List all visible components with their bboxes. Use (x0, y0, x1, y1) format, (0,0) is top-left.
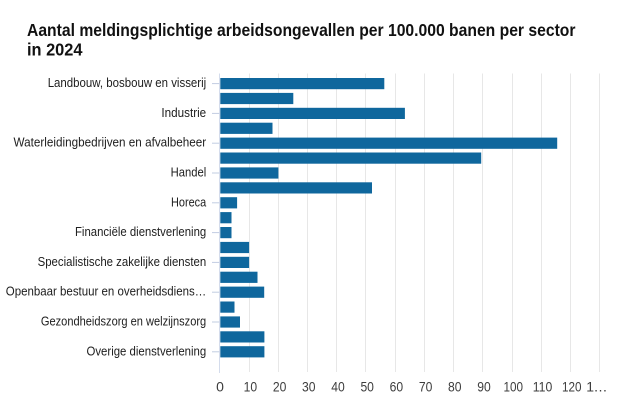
svg-text:110: 110 (533, 378, 553, 394)
svg-text:50: 50 (360, 378, 374, 394)
svg-text:60: 60 (390, 378, 404, 394)
svg-text:Aantal meldingsplichtige arbei: Aantal meldingsplichtige arbeidsongevall… (27, 20, 576, 40)
svg-text:70: 70 (419, 378, 433, 394)
svg-text:Waterleidingbedrijven en afval: Waterleidingbedrijven en afvalbeheer (14, 135, 207, 150)
svg-text:90: 90 (477, 378, 491, 394)
svg-text:1: 1 (586, 378, 594, 394)
svg-text:80: 80 (448, 378, 462, 394)
svg-text:Handel: Handel (171, 165, 207, 180)
svg-text:10: 10 (244, 378, 258, 394)
svg-text:120: 120 (562, 378, 582, 394)
svg-text:Financiële dienstverlening: Financiële dienstverlening (75, 224, 206, 239)
svg-text:Horeca: Horeca (171, 194, 207, 209)
svg-text:40: 40 (331, 378, 345, 394)
svg-text:…: … (594, 378, 608, 394)
svg-text:Landbouw, bosbouw en visserij: Landbouw, bosbouw en visserij (48, 75, 207, 90)
svg-text:0: 0 (216, 378, 224, 394)
svg-text:Overige dienstverlening: Overige dienstverlening (87, 343, 207, 358)
svg-text:Openbaar bestuur en overheidsd: Openbaar bestuur en overheidsdiens… (6, 284, 206, 299)
svg-text:30: 30 (302, 378, 316, 394)
svg-text:Industrie: Industrie (161, 105, 206, 120)
svg-text:Specialistische zakelijke dien: Specialistische zakelijke diensten (38, 254, 207, 269)
svg-text:in 2024: in 2024 (27, 40, 83, 60)
svg-text:100: 100 (504, 378, 524, 394)
svg-text:Gezondheidszorg en welzijnszor: Gezondheidszorg en welzijnszorg (41, 314, 206, 329)
svg-text:20: 20 (273, 378, 287, 394)
